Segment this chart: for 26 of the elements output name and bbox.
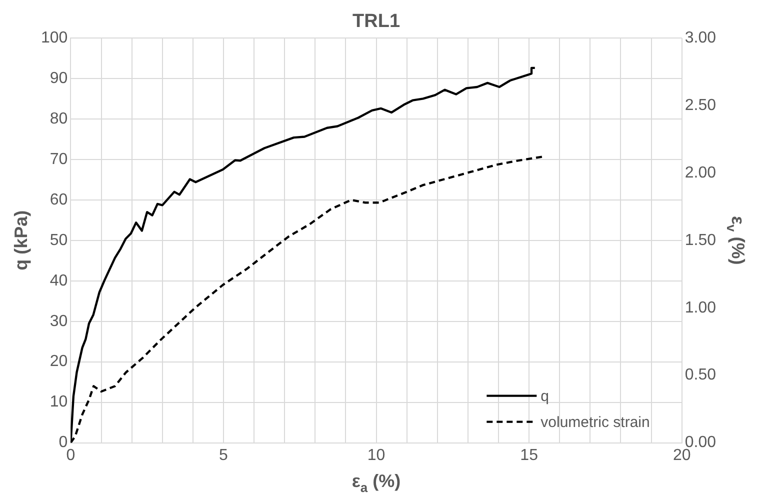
y2-tick-label: 1.50 <box>684 232 716 249</box>
chart-title: TRL1 <box>352 11 400 32</box>
y2-axis-title: εv (%) <box>724 216 748 265</box>
y2-tick-label: 2.00 <box>684 164 716 182</box>
legend-label: q <box>540 388 550 405</box>
y2-tick-label: 1.00 <box>684 299 716 316</box>
x-tick-label: 10 <box>367 446 386 464</box>
y-tick-label: 60 <box>50 191 68 208</box>
y-tick-label: 10 <box>50 394 68 411</box>
y-tick-label: 70 <box>50 150 68 168</box>
y-axis-title: q (kPa) <box>10 210 31 270</box>
y2-tick-label: 0.50 <box>684 366 716 384</box>
legend-label: volumetric strain <box>540 414 650 431</box>
y-tick-label: 80 <box>50 110 68 128</box>
x-tick-label: 15 <box>520 446 538 464</box>
x-tick-label: 20 <box>672 446 691 464</box>
y-tick-label: 30 <box>50 312 68 330</box>
x-tick-label: 5 <box>219 446 228 464</box>
y-tick-label: 40 <box>50 272 68 290</box>
y2-tick-label: 2.50 <box>684 96 716 114</box>
y-tick-label: 100 <box>40 29 68 46</box>
y2-tick-label: 3.00 <box>684 29 716 46</box>
y-tick-label: 90 <box>50 70 68 87</box>
y-tick-label: 50 <box>50 232 68 249</box>
y-tick-label: 20 <box>50 353 68 370</box>
y-tick-label: 0 <box>58 434 68 452</box>
